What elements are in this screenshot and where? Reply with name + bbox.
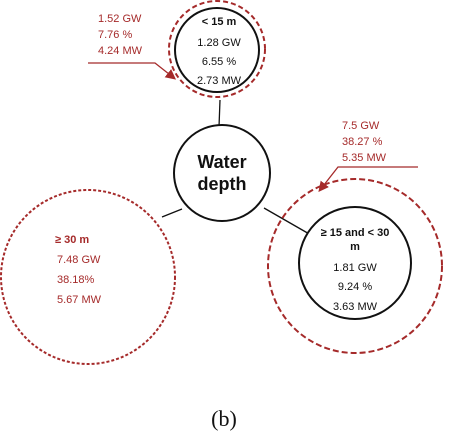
shallow-outer-value-1: 1.52 GW [98, 13, 142, 25]
medium-outer-value-3: 5.35 MW [342, 152, 387, 164]
shallow-outer-value-3: 4.24 MW [98, 45, 143, 57]
shallow-arrow [88, 62, 177, 80]
shallow-inner-value-3: 2.73 MW [197, 75, 242, 87]
medium-outer-circle [267, 178, 443, 354]
deep-label: ≥ 30 m [55, 234, 89, 246]
medium-label-line2: m [350, 241, 360, 253]
connector-shallow [218, 99, 221, 128]
medium-arrow [318, 166, 418, 193]
medium-outer-value-2: 38.27 % [342, 136, 383, 148]
deep-value-1: 7.48 GW [57, 254, 101, 266]
shallow-inner-value-1: 1.28 GW [197, 37, 241, 49]
medium-outer-value-1: 7.5 GW [342, 120, 380, 132]
shallow-outer-value-2: 7.76 % [98, 29, 132, 41]
shallow-inner-value-2: 6.55 % [202, 56, 236, 68]
medium-label-line1: ≥ 15 and < 30 [321, 227, 390, 239]
deep-value-2: 38.18% [57, 274, 95, 286]
shallow-label: < 15 m [202, 16, 237, 28]
medium-inner-circle [298, 206, 412, 320]
shallow-inner-circle [174, 7, 260, 93]
connector-medium [263, 207, 312, 236]
deep-value-3: 5.67 MW [57, 294, 102, 306]
connector-deep [161, 208, 183, 218]
medium-inner-value-2: 9.24 % [338, 281, 372, 293]
shallow-outer-circle [168, 0, 266, 98]
deep-circle [0, 189, 176, 365]
figure-caption: (b) [211, 406, 237, 431]
center-title-line1: Water [197, 152, 246, 172]
center-title-line2: depth [198, 174, 247, 194]
medium-inner-value-3: 3.63 MW [333, 301, 378, 313]
medium-inner-value-1: 1.81 GW [333, 262, 377, 274]
center-node [173, 124, 271, 222]
